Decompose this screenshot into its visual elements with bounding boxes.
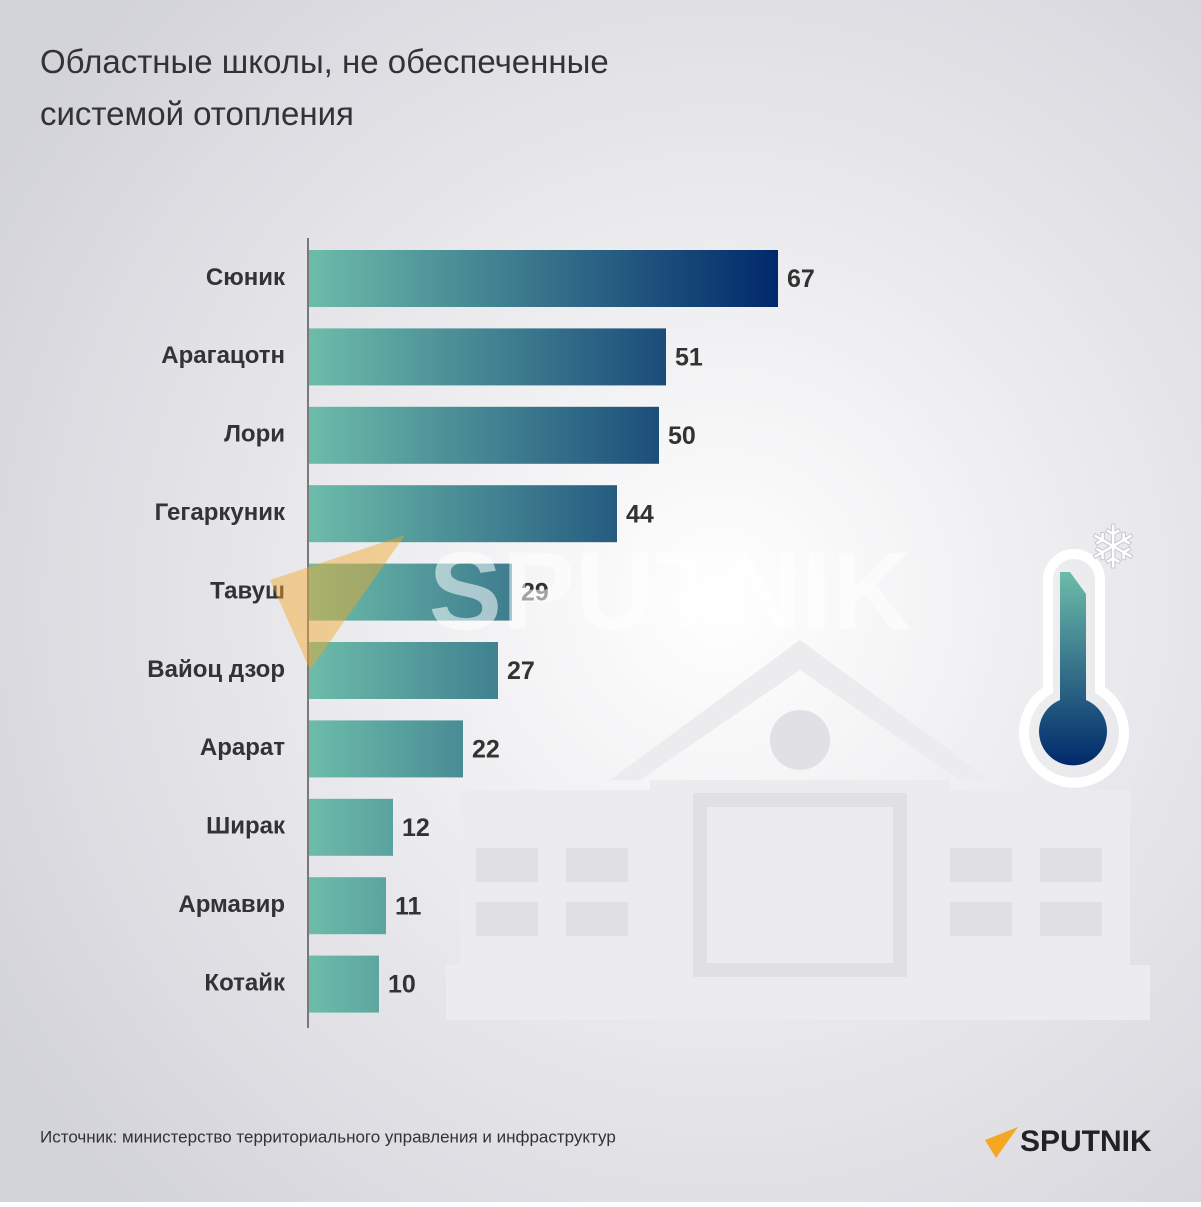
bar (309, 877, 386, 935)
logo: SPUTNIK (1020, 1125, 1152, 1158)
source-note: Источник: министерство территориального … (40, 1127, 616, 1146)
value-label: 51 (675, 344, 703, 372)
bar (309, 563, 512, 621)
category-label: Армавир (178, 891, 285, 918)
value-label: 10 (388, 971, 416, 999)
thermometer: ❄ (1019, 513, 1139, 788)
category-label: Гегаркуник (155, 499, 286, 526)
bar (309, 720, 463, 778)
category-label: Сюник (206, 264, 286, 291)
bar (309, 250, 778, 307)
category-label: Арарат (200, 734, 285, 761)
logo-shape (985, 1127, 1018, 1158)
category-label: Ширак (206, 813, 286, 840)
value-label: 22 (472, 736, 500, 764)
value-label: 12 (402, 814, 430, 842)
house-windows (476, 710, 1102, 977)
category-label: Арагацотн (161, 342, 285, 369)
watermark-logo-shape (270, 535, 405, 670)
category-label: Тавуш (210, 577, 285, 604)
bar (309, 955, 379, 1013)
value-label: 50 (668, 422, 696, 450)
value-label: 27 (507, 657, 535, 685)
category-label: Котайк (204, 969, 286, 996)
category-label: Вайоц дзор (147, 656, 285, 683)
bar (309, 485, 617, 543)
bar (309, 642, 498, 699)
value-label: 29 (521, 579, 549, 607)
svg-text:❄: ❄ (1088, 514, 1138, 581)
chart-title: Областные школы, не обеспеченные системой… (40, 43, 609, 132)
value-label: 67 (787, 265, 815, 293)
bar (309, 798, 393, 856)
bar (309, 406, 659, 464)
value-label: 44 (626, 500, 654, 528)
category-label: Лори (224, 421, 285, 448)
bar (309, 328, 666, 386)
watermark: SPUTNIK (429, 530, 912, 653)
value-label: 11 (395, 892, 422, 920)
